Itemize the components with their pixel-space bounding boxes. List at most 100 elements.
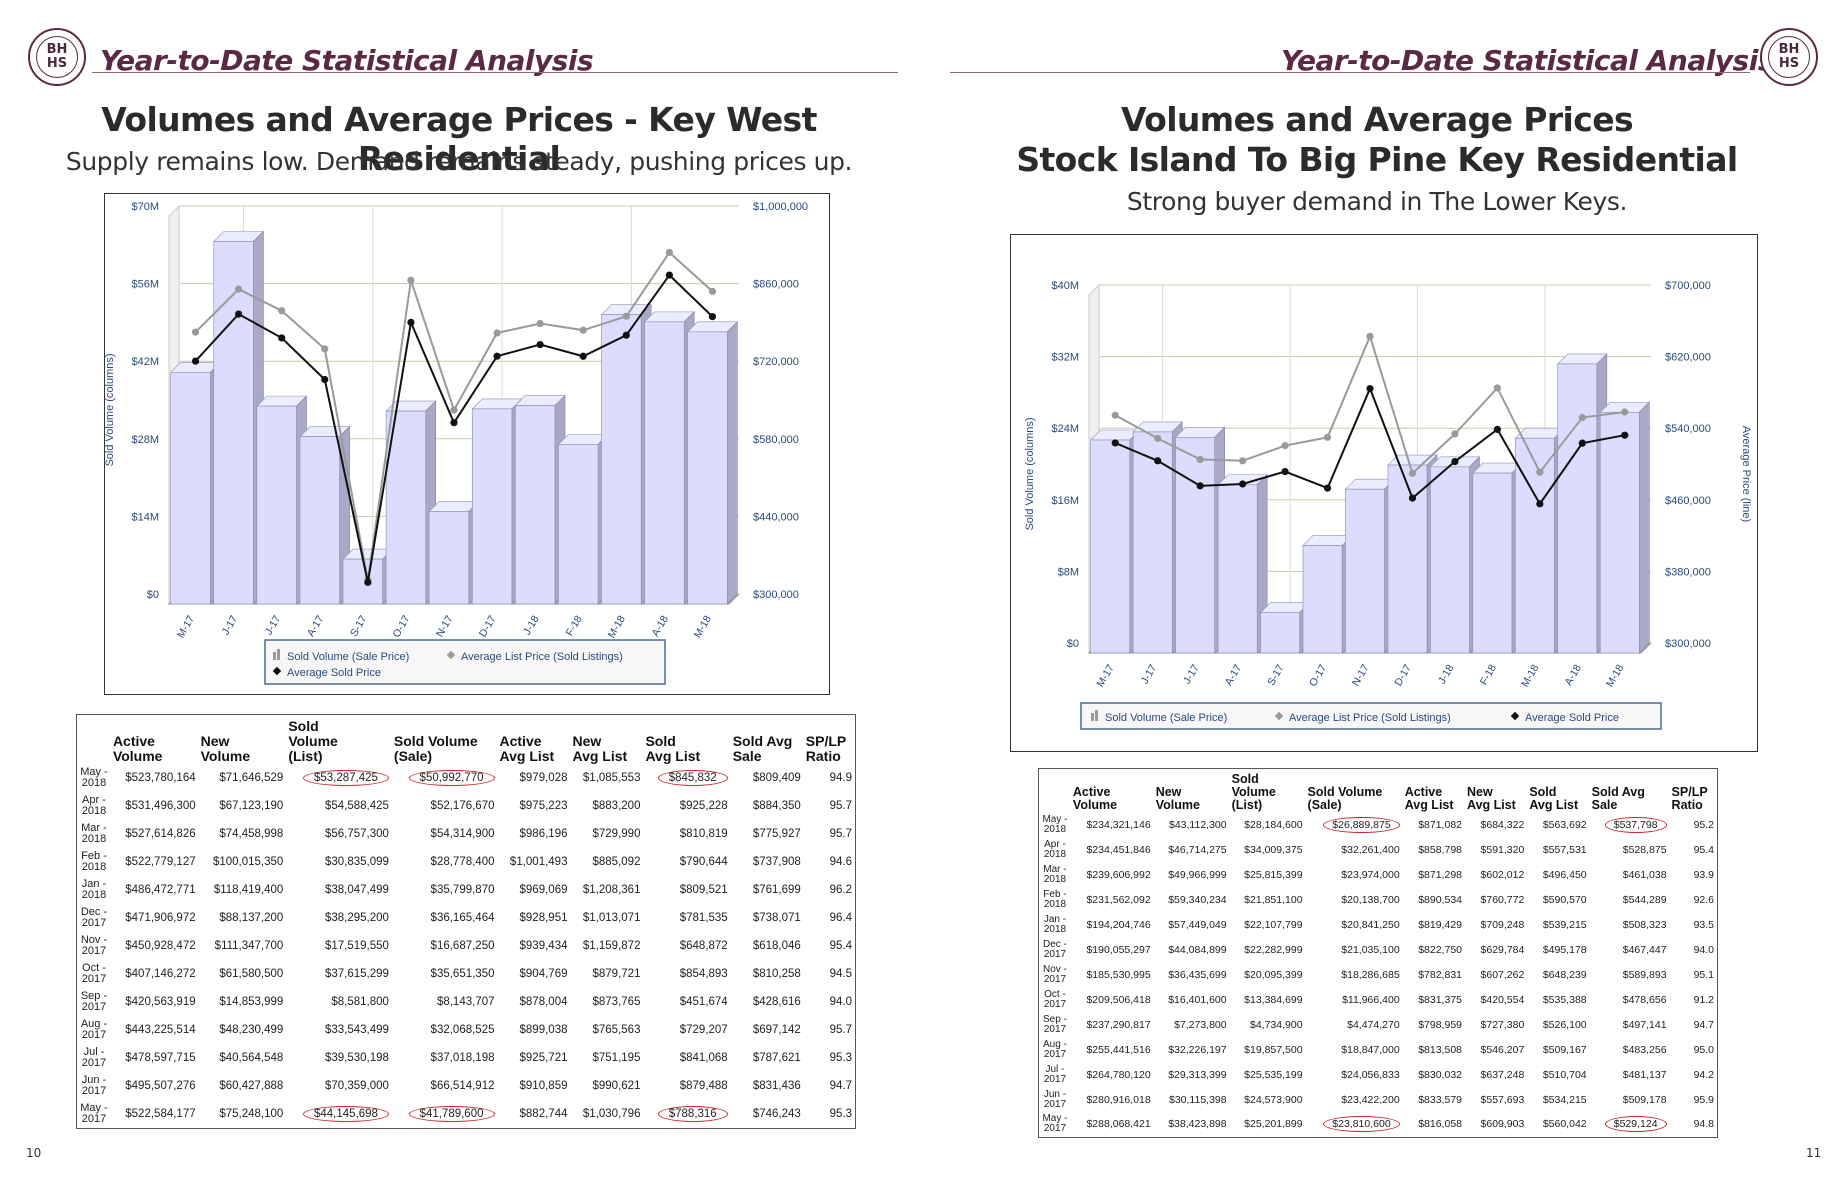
table-cell: $7,273,800 [1174, 1018, 1227, 1031]
table-cell: $885,092 [592, 856, 641, 868]
table-cell: $787,621 [752, 1052, 801, 1064]
table-cell: $28,778,400 [430, 856, 495, 868]
series-point [235, 310, 243, 318]
table-cell: $36,435,699 [1168, 968, 1227, 981]
table-cell: 93.5 [1693, 918, 1714, 931]
row-month: May -2017 [80, 1101, 108, 1125]
page-number: 10 [26, 1146, 42, 1160]
column-header [1039, 769, 1071, 813]
left-axis-title: Sold Volume (columns) [1024, 417, 1036, 530]
table-cell: $798,959 [1418, 1018, 1462, 1031]
left-tick-label: $28M [131, 434, 159, 446]
category-label: F-18 [564, 613, 585, 638]
table-cell: $496,450 [1542, 868, 1587, 881]
table-cell: 94.9 [829, 772, 852, 784]
legend-label: Sold Volume (Sale Price) [287, 651, 409, 663]
table-row: Jan -2018 $486,472,771 $118,419,400 $38,047… [77, 876, 856, 904]
logo-text: BH HS [46, 42, 68, 71]
table-cell: $910,859 [519, 1080, 568, 1092]
table-cell: $589,893 [1622, 968, 1667, 981]
right-tick-label: $300,000 [753, 589, 799, 601]
table-cell: $467,447 [1622, 943, 1667, 956]
row-month: May -2017 [1042, 1113, 1068, 1135]
table-cell: $816,058 [1418, 1118, 1462, 1131]
series-point [622, 312, 630, 320]
stats-table-stock-island: Active Volume New Volume Sold Volume (List) Sol… [1038, 768, 1718, 1138]
table-cell: $18,847,000 [1341, 1043, 1400, 1056]
table-cell: $190,055,297 [1086, 943, 1151, 956]
table-cell: $648,239 [1542, 968, 1587, 981]
right-tick-label: $860,000 [753, 279, 799, 291]
chart-key-west: $0 $300,000 $14M $440,000 $28M $580,000 $42M $7… [104, 193, 830, 695]
category-label: M-17 [1094, 662, 1116, 689]
table-cell: $264,780,120 [1086, 1068, 1151, 1081]
row-month: Apr -2018 [1043, 838, 1067, 860]
table-cell: 95.1 [1693, 968, 1714, 981]
table-row: May -2018 $234,321,146 $43,112,300 $28,184,… [1039, 812, 1718, 837]
row-month: Sep -2017 [1043, 1013, 1067, 1035]
table-cell: $509,167 [1542, 1043, 1587, 1056]
bar [428, 511, 470, 605]
right-tick-label: $380,000 [1665, 566, 1711, 578]
series-point [321, 345, 329, 353]
table-cell: $497,141 [1622, 1018, 1667, 1031]
series-point [450, 406, 458, 414]
table-cell: $629,784 [1480, 943, 1525, 956]
table-cell: $8,581,800 [331, 996, 389, 1008]
row-month: May -2018 [80, 766, 108, 789]
table-cell: $969,069 [519, 884, 568, 896]
table-cell: $231,562,092 [1086, 893, 1151, 906]
left-tick-label: $42M [131, 356, 159, 368]
column-header: New Volume [1155, 785, 1200, 812]
left-tick-label: $56M [131, 279, 159, 291]
table-cell: $26,889,875 [1306, 812, 1403, 837]
table-cell: $939,434 [519, 940, 568, 952]
table-cell: $831,436 [752, 1080, 801, 1092]
table-cell: $21,035,100 [1341, 943, 1400, 956]
table-row: Dec -2017 $190,055,297 $44,084,899 $22,282,… [1039, 937, 1718, 962]
row-month: Nov -2017 [1043, 963, 1067, 985]
table-cell: $75,248,100 [219, 1107, 284, 1120]
table-cell: $22,282,999 [1244, 943, 1303, 956]
table-cell: 94.7 [829, 1080, 852, 1092]
table-cell: $831,375 [1418, 993, 1462, 1006]
table-row: Jul -2017 $478,597,715 $40,564,548 $39,530,… [77, 1044, 856, 1072]
table-cell: $60,427,888 [219, 1080, 284, 1092]
circled-value: $41,789,600 [408, 1105, 495, 1122]
column-header: Sold Volume (Sale) [393, 733, 478, 764]
table-cell: $32,226,197 [1168, 1043, 1227, 1056]
series-point [579, 326, 587, 334]
table-cell: $975,223 [519, 800, 568, 812]
table-cell: $590,570 [1542, 893, 1587, 906]
series-point [579, 352, 587, 360]
table-cell: $591,320 [1480, 843, 1525, 856]
header-rule [950, 72, 1750, 73]
table-cell: $35,799,870 [430, 884, 495, 896]
left-tick-label: $16M [1051, 495, 1079, 507]
series-point [278, 334, 286, 342]
table-cell: $822,750 [1418, 943, 1462, 956]
table-cell: $761,699 [752, 884, 801, 896]
table-row: Oct -2017 $209,506,418 $16,401,600 $13,384,… [1039, 987, 1718, 1012]
page-title: Volumes and Average Prices - Key West Re… [101, 100, 817, 178]
series-point [1536, 500, 1544, 508]
bar [299, 436, 340, 605]
bhhs-logo: BH HS [1760, 28, 1818, 86]
left-tick-label: $70M [131, 201, 159, 213]
table-cell: $194,204,746 [1086, 918, 1151, 931]
category-label: O-17 [390, 613, 412, 639]
table-cell: $48,230,499 [219, 1024, 284, 1036]
table-cell: $602,012 [1480, 868, 1525, 881]
table-cell: $38,295,200 [324, 912, 389, 924]
category-label: D-17 [1392, 662, 1414, 688]
table-cell: $32,261,400 [1341, 843, 1400, 856]
row-month: Jul -2017 [81, 1046, 107, 1069]
bar [1090, 439, 1131, 654]
column-header: Sold Volume (List) [1231, 772, 1276, 812]
chart-svg: $0 $300,000 $14M $440,000 $28M $580,000 $42M $7… [105, 201, 808, 685]
table-cell: $66,514,912 [430, 1080, 495, 1092]
row-month: Jun -2017 [1043, 1088, 1067, 1110]
table-row: Nov -2017 $185,530,995 $36,435,699 $20,095,… [1039, 962, 1718, 987]
column-header: Sold Volume (List) [288, 718, 338, 764]
bar [1430, 466, 1470, 654]
